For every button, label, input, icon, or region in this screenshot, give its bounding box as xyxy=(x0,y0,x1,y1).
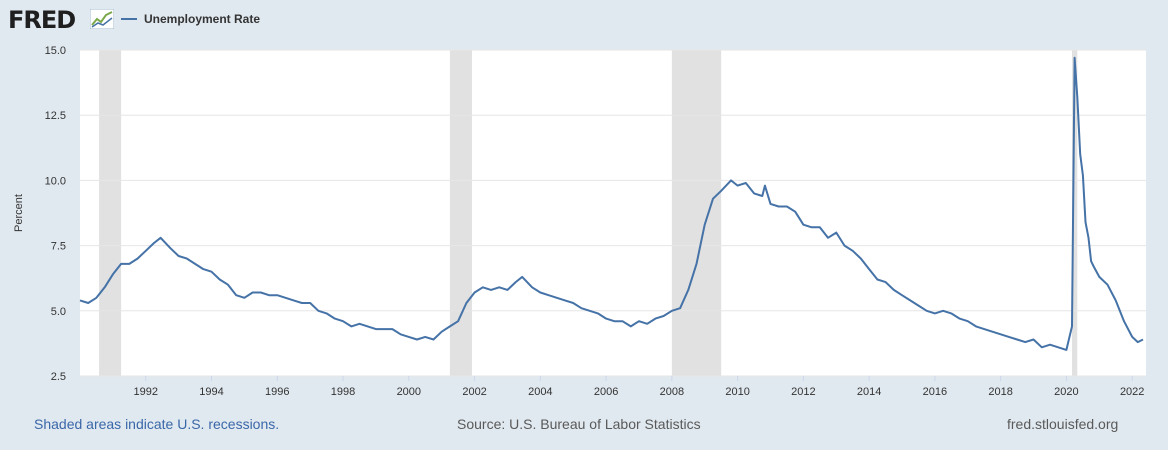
x-tick-label: 1994 xyxy=(199,386,223,398)
recession-band xyxy=(99,50,122,376)
x-tick-label: 1998 xyxy=(331,386,355,398)
series-line[interactable] xyxy=(79,56,1144,351)
recession-shading xyxy=(99,50,1078,376)
x-tick-label: 2008 xyxy=(660,386,684,398)
x-tick-label: 2006 xyxy=(594,386,618,398)
x-axis-ticks: 1992 1994 1996 1998 2000 2002 2004 2006 2008 2010… xyxy=(134,376,1144,398)
x-tick-label: 2018 xyxy=(988,386,1012,398)
x-tick-label: 2010 xyxy=(725,386,749,398)
y-axis-label: Percent xyxy=(13,194,25,232)
x-tick-label: 2014 xyxy=(857,386,881,398)
x-tick-label: 2012 xyxy=(791,386,815,398)
legend-label[interactable]: Unemployment Rate xyxy=(144,12,261,26)
y-tick-label: 10.0 xyxy=(45,175,66,187)
y-tick-label: 12.5 xyxy=(45,110,66,122)
x-tick-label: 2022 xyxy=(1120,386,1144,398)
chart-legend: Unemployment Rate xyxy=(121,12,260,26)
chart-area: 2.5 5.0 7.5 10.0 12.5 15.0 1992 1994 1996 1998 20… xyxy=(13,45,1146,398)
x-tick-label: 2002 xyxy=(462,386,486,398)
fred-logo[interactable]: FRED xyxy=(8,6,76,34)
x-tick-label: 2020 xyxy=(1054,386,1078,398)
recession-band xyxy=(671,50,722,376)
source-note: Source: U.S. Bureau of Labor Statistics xyxy=(457,416,701,432)
recession-note[interactable]: Shaded areas indicate U.S. recessions. xyxy=(34,416,280,432)
y-axis-ticks: 2.5 5.0 7.5 10.0 12.5 15.0 xyxy=(45,45,66,383)
series-unemployment-rate[interactable] xyxy=(79,56,1144,351)
gridlines xyxy=(80,49,1146,377)
recession-band xyxy=(1072,50,1078,376)
graph-line-icon xyxy=(90,9,114,29)
x-tick-label: 1996 xyxy=(265,386,289,398)
y-tick-label: 7.5 xyxy=(51,241,66,253)
y-tick-label: 5.0 xyxy=(51,306,66,318)
recession-band xyxy=(449,50,472,376)
y-tick-label: 2.5 xyxy=(51,371,66,383)
x-tick-label: 2016 xyxy=(923,386,947,398)
x-tick-label: 1992 xyxy=(134,386,158,398)
site-link[interactable]: fred.stlouisfed.org xyxy=(1007,416,1119,432)
y-tick-label: 15.0 xyxy=(45,45,66,57)
x-tick-label: 2000 xyxy=(397,386,421,398)
x-tick-label: 2004 xyxy=(528,386,552,398)
chart-header: FRED Unemployment Rate xyxy=(0,0,1168,40)
plot-background xyxy=(80,50,1146,376)
legend-swatch xyxy=(121,18,137,20)
